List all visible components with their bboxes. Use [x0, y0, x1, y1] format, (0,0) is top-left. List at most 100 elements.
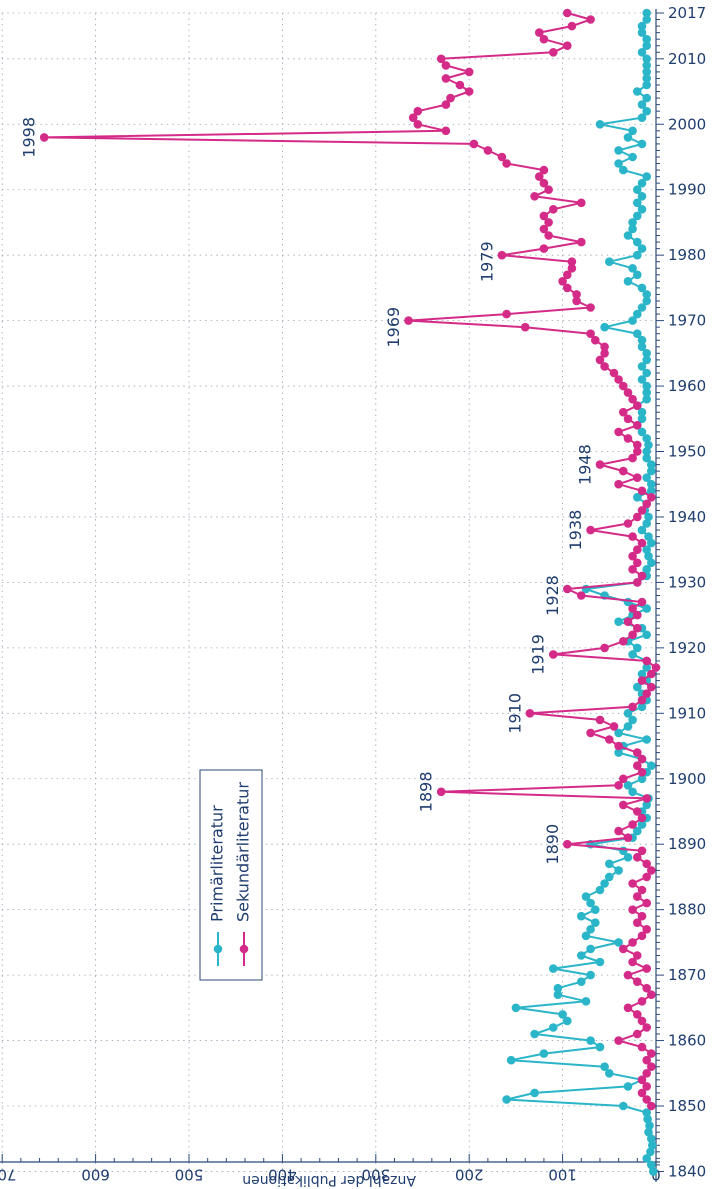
data-point-0-1871 [549, 964, 558, 973]
data-point-0-1851 [502, 1095, 511, 1104]
data-point-1-1932 [628, 565, 637, 574]
year-tick-label-1980: 1980 [668, 246, 706, 264]
data-point-0-1872 [595, 957, 605, 967]
data-point-1-1984 [539, 224, 549, 234]
data-point-1-2007 [441, 74, 451, 83]
data-point-0-1875 [614, 938, 623, 947]
data-point-1-1973 [572, 296, 581, 306]
data-point-1-1896 [619, 800, 628, 810]
data-point-1-1912 [637, 695, 647, 705]
data-point-1-2017 [563, 8, 572, 18]
data-point-0-1910 [623, 709, 633, 718]
data-point-1-2003 [441, 100, 451, 109]
data-point-1-1943 [647, 493, 656, 502]
data-point-1-1908 [609, 722, 619, 731]
data-point-1-2013 [539, 34, 549, 44]
data-point-0-1967 [637, 335, 647, 345]
data-point-0-1920 [633, 643, 642, 653]
year-tick-label-1880: 1880 [668, 901, 706, 919]
count-axis-title: Anzahl der Publikationen [242, 1172, 416, 1188]
data-point-1-1961 [614, 375, 623, 384]
data-point-1-1918 [642, 656, 651, 666]
data-point-1-1907 [586, 728, 595, 738]
data-point-1-1986 [539, 211, 549, 221]
data-point-1-1857 [642, 1055, 651, 1065]
series-sekundaerliteratur [39, 8, 661, 1111]
annotation-1898: 1898 [417, 771, 436, 812]
count-tick-label-400: 400 [268, 1166, 297, 1184]
series-primaerliteratur [502, 8, 658, 1176]
data-point-1-2005 [464, 87, 474, 96]
data-point-0-1935 [642, 545, 651, 554]
data-point-1-1922 [628, 630, 637, 640]
data-point-0-1974 [642, 290, 651, 299]
count-tick-label-500: 500 [175, 1166, 204, 1184]
data-point-0-2002 [642, 106, 651, 116]
data-point-0-1886 [614, 866, 623, 875]
data-point-1-1997 [469, 139, 479, 149]
data-point-1-1975 [563, 283, 572, 293]
data-point-1-1877 [642, 925, 651, 934]
data-point-1-1919 [549, 650, 558, 659]
data-point-0-1982 [633, 237, 642, 247]
data-point-1-1886 [647, 866, 656, 875]
data-point-0-1860 [586, 1036, 595, 1045]
data-point-1-1987 [549, 205, 558, 214]
data-point-1-1933 [633, 558, 642, 568]
data-point-1-1899 [614, 781, 623, 790]
data-point-0-1876 [581, 931, 591, 941]
data-point-0-2005 [633, 87, 642, 96]
data-point-0-2001 [637, 113, 647, 122]
data-point-1-1913 [642, 689, 651, 698]
data-point-1-1940 [633, 512, 642, 522]
data-point-1-2002 [413, 106, 423, 116]
data-point-0-1937 [644, 532, 653, 541]
data-point-1-1850 [647, 1101, 656, 1111]
data-point-1-1927 [637, 597, 647, 607]
data-point-0-1857 [506, 1055, 516, 1065]
annotation-1979: 1979 [477, 241, 496, 282]
data-point-0-1892 [633, 826, 642, 836]
data-point-0-2017 [642, 8, 651, 18]
data-point-1-1869 [633, 977, 642, 986]
data-point-1-1974 [572, 290, 581, 299]
data-point-1-1957 [633, 401, 642, 411]
data-point-0-1877 [586, 925, 595, 934]
data-point-1-1892 [614, 826, 623, 836]
data-point-1-1901 [637, 767, 647, 777]
data-point-0-1973 [642, 296, 651, 306]
data-point-0-1976 [623, 277, 633, 286]
data-point-0-1869 [577, 977, 586, 986]
data-point-0-1938 [637, 525, 647, 535]
year-tick-label-1970: 1970 [668, 312, 706, 330]
data-point-0-1879 [577, 911, 586, 921]
data-point-0-1873 [577, 951, 586, 960]
data-point-1-1962 [609, 368, 619, 378]
data-point-1-1995 [497, 152, 507, 162]
data-point-1-1999 [441, 126, 451, 136]
data-point-0-1965 [642, 349, 651, 358]
annotation-1938: 1938 [566, 510, 585, 551]
data-point-1-1952 [623, 434, 633, 443]
data-point-0-1939 [642, 519, 651, 528]
data-point-0-2010 [642, 54, 651, 64]
data-point-1-1930 [633, 578, 642, 587]
data-point-1-1884 [628, 879, 637, 888]
data-point-0-1914 [633, 682, 642, 692]
data-point-0-1992 [642, 172, 651, 181]
data-point-0-1989 [637, 192, 647, 201]
data-point-0-1908 [623, 722, 633, 731]
data-point-0-1880 [591, 905, 600, 914]
data-point-1-2016 [586, 15, 595, 24]
data-point-0-1952 [642, 434, 651, 443]
legend: Primärliteratur Sekundärliteratur [199, 769, 263, 981]
data-point-0-1907 [614, 728, 623, 738]
data-point-1-1916 [647, 669, 656, 679]
data-point-1-1992 [535, 172, 544, 181]
count-tick-label-200: 200 [455, 1166, 484, 1184]
year-tick-label-1850: 1850 [668, 1097, 706, 1115]
data-point-1-1894 [637, 813, 647, 823]
data-point-0-1864 [558, 1010, 567, 1019]
data-point-1-1971 [502, 309, 511, 319]
data-point-0-1984 [628, 224, 637, 234]
